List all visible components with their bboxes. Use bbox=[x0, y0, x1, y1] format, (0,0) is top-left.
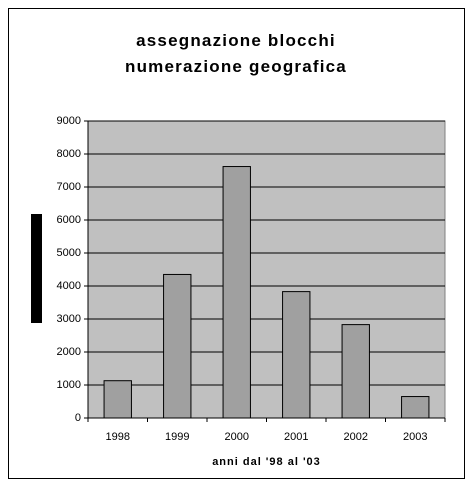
y-tick-label: 9000 bbox=[57, 115, 81, 127]
y-tick-label: 8000 bbox=[57, 148, 81, 160]
x-tick-label: 2000 bbox=[225, 431, 249, 443]
y-tick-label: 0 bbox=[75, 412, 81, 424]
y-tick-label: 5000 bbox=[57, 247, 81, 259]
x-tick-label: 2001 bbox=[284, 431, 308, 443]
bar bbox=[282, 291, 311, 419]
x-tick-label: 1998 bbox=[106, 431, 130, 443]
plot-area bbox=[87, 120, 446, 419]
bar bbox=[103, 380, 132, 419]
x-tick-label: 2003 bbox=[403, 431, 427, 443]
y-tick-label: 1000 bbox=[57, 379, 81, 391]
bar bbox=[341, 324, 370, 419]
bar bbox=[222, 166, 251, 419]
y-axis-label-block bbox=[31, 214, 42, 323]
bar bbox=[163, 273, 192, 419]
bar bbox=[401, 396, 430, 419]
x-tick-label: 1999 bbox=[165, 431, 189, 443]
y-tick-label: 4000 bbox=[57, 280, 81, 292]
x-axis-label: anni dal '98 al '03 bbox=[212, 456, 321, 468]
chart-title: assegnazione blocchi numerazione geograf… bbox=[125, 31, 347, 76]
x-tick-label: 2002 bbox=[344, 431, 368, 443]
y-tick-label: 6000 bbox=[57, 214, 81, 226]
y-tick-label: 3000 bbox=[57, 313, 81, 325]
y-tick-label: 2000 bbox=[57, 346, 81, 358]
y-tick-label: 7000 bbox=[57, 181, 81, 193]
